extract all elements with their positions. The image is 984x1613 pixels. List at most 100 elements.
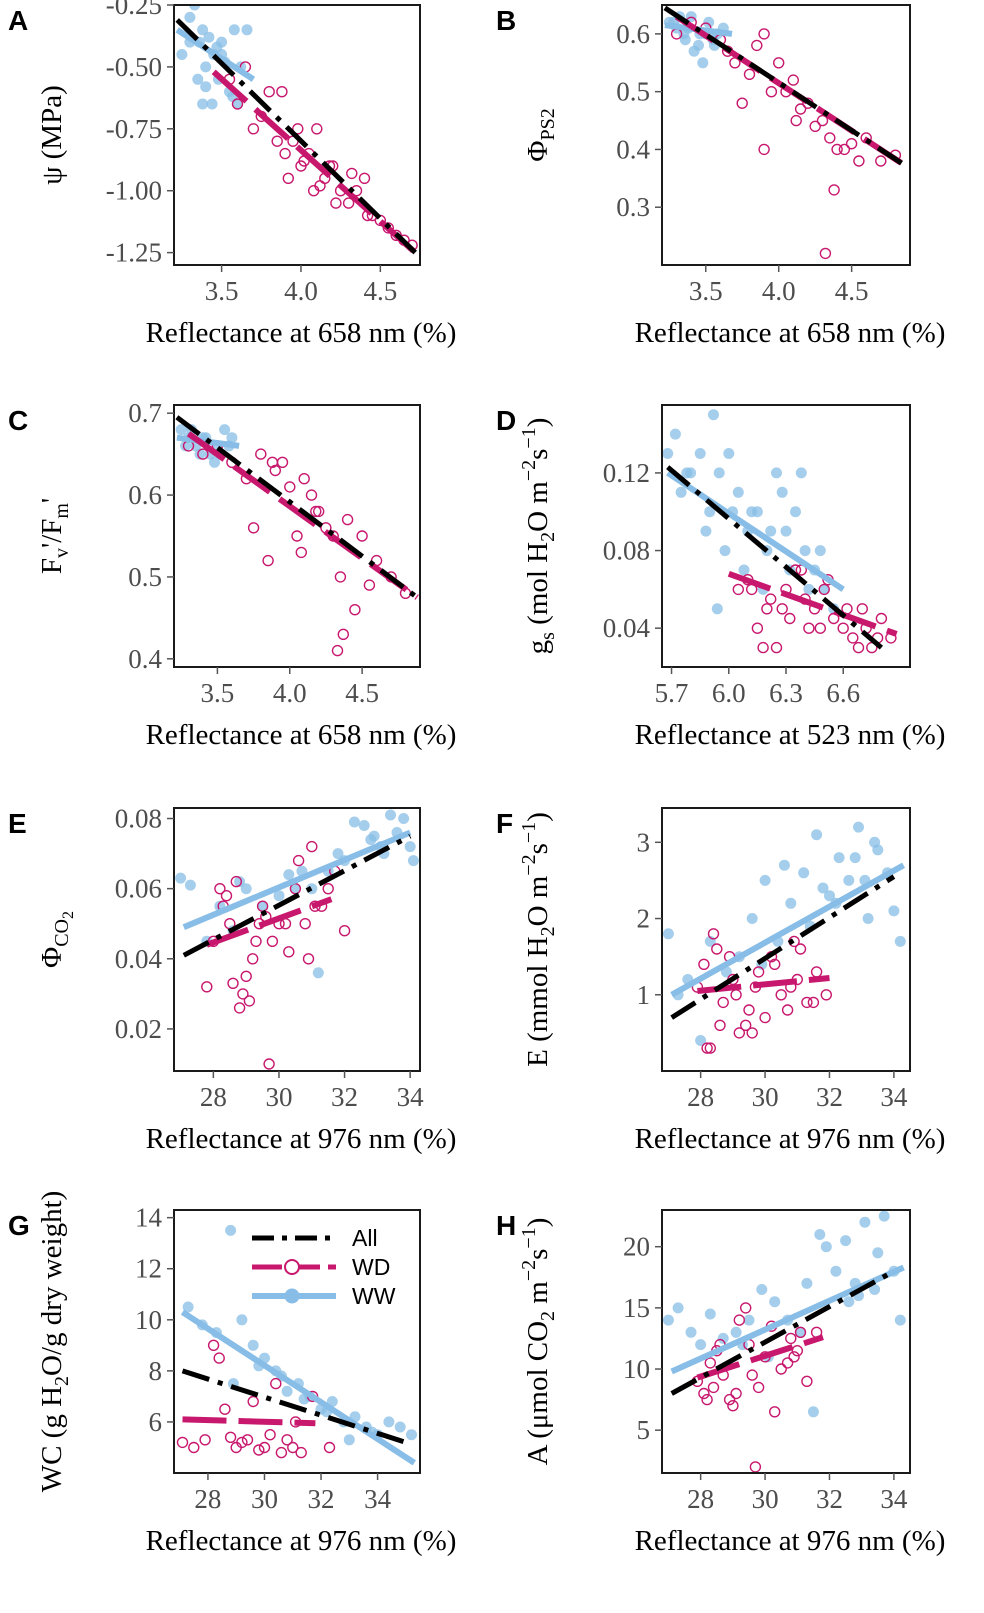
point-wd [291,530,303,542]
xlabel-a: Reflectance at 658 nm (%) [146,317,457,349]
y-tick-label-g: 12 [135,1254,162,1284]
point-wd [838,143,851,156]
fit-line-all [670,874,896,1020]
points-g [176,1224,417,1466]
x-tick-label-g: 30 [251,1484,278,1514]
point-wd [801,1375,813,1388]
point-wd [322,883,334,895]
panel-a: 3.5 4.0 4.5 -0.25 -0.50 -0.75 -1.00 -1.25 Reflec… [8,0,456,349]
panel-frame-g [173,1209,421,1474]
point-wd [791,1344,803,1357]
point-ww [769,1296,781,1308]
fit-line-all [175,18,417,255]
point-ww [859,1216,871,1228]
points-d [662,409,898,654]
point-ww [695,1035,707,1046]
ylabel-c: Fv'/Fm' [36,498,73,574]
point-wd [752,1381,765,1394]
point-wd [331,644,344,657]
point-wd [255,448,267,460]
xlabel-c: Reflectance at 658 nm (%) [146,719,457,751]
panel-label-f: F [496,808,513,839]
point-wd [298,473,310,485]
point-ww [241,24,253,36]
x-tick-label-h: 28 [687,1484,714,1514]
point-wd [730,989,742,1001]
x-tick-label-d: 6.3 [769,678,803,708]
point-ww [365,834,377,846]
point-ww [685,1326,697,1338]
point-wd [292,123,304,135]
fit-line-all [666,465,884,650]
point-ww [289,883,301,895]
point-ww [332,848,344,860]
point-wd [295,1446,307,1459]
point-wd [241,1434,254,1446]
point-wd [837,622,849,634]
point-wd [338,925,351,937]
panel-frame-c [173,404,421,668]
point-ww [795,467,807,479]
point-wd [363,579,376,591]
point-wd [714,1019,726,1032]
x-tick-label-b: 3.5 [689,276,723,306]
point-wd [845,137,858,150]
point-ww [849,852,861,864]
point-ww [184,11,196,23]
point-ww [697,57,709,69]
point-wd [816,114,829,127]
point-ww [723,448,735,459]
y-tick-label-g: 8 [149,1356,163,1386]
point-ww [225,1224,237,1236]
point-wd [282,172,294,185]
y-tick-label-c: 0.4 [128,644,162,674]
y-tick-label-h: 15 [623,1293,650,1323]
point-wd [247,1395,259,1408]
point-ww [738,564,750,576]
point-ww [236,1314,248,1326]
point-ww [730,1326,742,1338]
point-wd [733,1314,745,1326]
point-wd [346,167,358,180]
point-ww [669,428,681,440]
point-wd [219,1403,231,1415]
y-tick-label-d: 0.12 [603,458,650,488]
point-wd [247,522,260,534]
point-wd [810,966,823,978]
point-ww [672,1302,684,1314]
points-e [175,809,419,1070]
y-tick-label-c: 0.7 [128,398,162,428]
points-a [175,5,418,255]
point-ww [189,5,201,11]
point-ww [780,525,792,537]
point-wd [281,1434,293,1446]
y-tick-label-e: 0.04 [115,944,163,974]
point-ww [814,545,826,557]
ylabel-a: ψ (MPa) [36,85,68,185]
fit-line-all [670,1269,896,1396]
y-tick-label-h: 10 [623,1354,650,1384]
point-wd [236,1436,248,1449]
x-tick-label-f: 30 [752,1082,779,1112]
point-ww [756,1284,768,1295]
legend-label-wd: WD [352,1254,390,1280]
ylabel-e: ΦCO2 [36,911,77,968]
point-wd [743,68,756,81]
point-wd [237,988,249,1000]
point-wd [733,1027,745,1039]
point-wd [807,996,820,1009]
point-wd [770,641,783,654]
point-wd [794,943,807,955]
point-ww [811,829,823,841]
point-wd [787,74,799,86]
legend-marker-wd [284,1259,300,1275]
point-wd [214,883,226,895]
point-wd [746,1027,758,1039]
point-wd [814,622,826,634]
x-tick-label-c: 3.5 [201,678,235,708]
point-wd [790,114,802,127]
fit-line-wd [205,896,333,948]
y-tick-label-h: 20 [623,1232,650,1262]
y-tick-label-g: 14 [135,1203,163,1233]
points-b [663,5,909,260]
